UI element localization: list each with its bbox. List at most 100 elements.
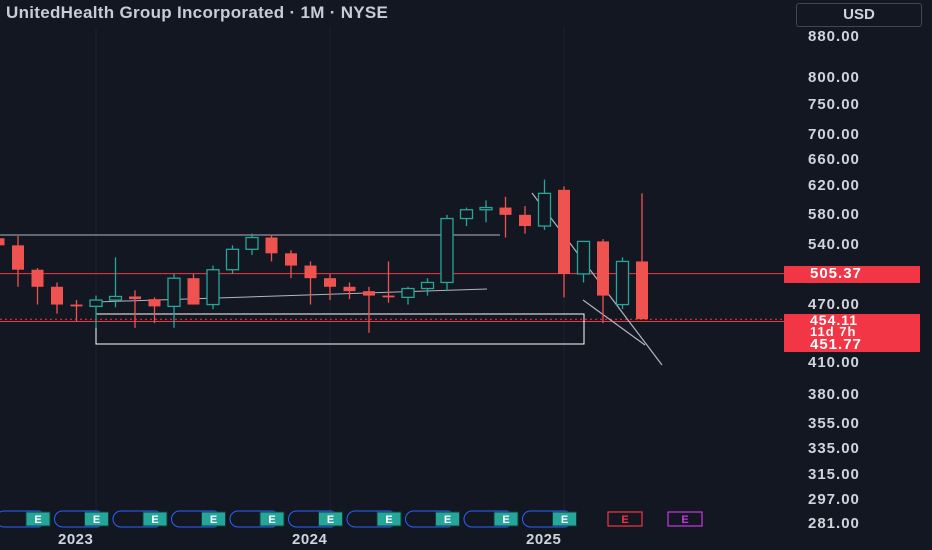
candle-body bbox=[615, 260, 630, 306]
y-tick-label: 580.00 bbox=[808, 205, 860, 223]
candle-body bbox=[265, 237, 278, 254]
candle-body bbox=[70, 304, 83, 307]
y-tick-label: 620.00 bbox=[808, 177, 860, 195]
y-tick-label: 355.00 bbox=[808, 415, 860, 433]
candle-body bbox=[537, 192, 552, 227]
earnings-badge bbox=[667, 511, 703, 527]
candle-body bbox=[12, 245, 24, 270]
earnings-badge-label: E bbox=[385, 514, 392, 526]
candle bbox=[12, 235, 24, 287]
candle-body bbox=[401, 287, 415, 299]
earnings-event-badge: E bbox=[171, 510, 226, 528]
earnings-event-badge: E bbox=[54, 510, 109, 528]
candle-body bbox=[636, 261, 648, 320]
candle bbox=[597, 239, 609, 324]
earnings-badge bbox=[201, 511, 226, 527]
candle bbox=[187, 273, 200, 305]
earnings-badge bbox=[142, 511, 168, 527]
candle bbox=[324, 273, 336, 301]
candle-body bbox=[129, 296, 141, 300]
earnings-badge-label: E bbox=[621, 514, 628, 526]
candle bbox=[615, 257, 630, 310]
current-price-value: 454.11 bbox=[810, 312, 859, 328]
candles bbox=[0, 179, 648, 333]
candle bbox=[148, 297, 161, 324]
earnings-badge-label: E bbox=[561, 514, 568, 526]
falling-wedge-lower bbox=[582, 299, 646, 346]
y-tick-label: 335.00 bbox=[808, 440, 860, 457]
y-tick-label: 750.00 bbox=[808, 96, 860, 114]
candle-body bbox=[108, 295, 123, 301]
candle bbox=[304, 261, 317, 305]
candle-body bbox=[576, 240, 591, 275]
candle bbox=[420, 278, 435, 296]
earnings-event-badge: E bbox=[112, 510, 168, 528]
upcoming-earnings-badge: E bbox=[607, 511, 643, 527]
candle-body bbox=[343, 286, 356, 292]
upcoming-earnings-badge: E bbox=[667, 511, 703, 527]
bar-countdown: 11d 7h bbox=[810, 324, 857, 339]
candle-body bbox=[558, 189, 570, 274]
candle bbox=[129, 290, 141, 328]
candle bbox=[479, 200, 493, 223]
candle bbox=[459, 207, 474, 227]
candle bbox=[265, 234, 278, 262]
x-tick-label: 2024 bbox=[292, 531, 328, 548]
earnings-badge bbox=[84, 511, 109, 527]
candle-body bbox=[167, 277, 181, 308]
candle bbox=[108, 257, 123, 308]
candle-body bbox=[324, 278, 336, 287]
x-tick-label: 2023 bbox=[58, 531, 94, 548]
candle bbox=[167, 273, 181, 328]
candle bbox=[576, 240, 591, 283]
candle-body bbox=[420, 281, 435, 290]
y-tick-label: 315.00 bbox=[808, 466, 860, 484]
candle-body bbox=[479, 206, 493, 211]
candle-body bbox=[440, 217, 454, 284]
y-tick-label: 800.00 bbox=[808, 68, 860, 86]
earnings-badge-label: E bbox=[210, 514, 217, 526]
candle-body bbox=[519, 214, 531, 227]
candle bbox=[206, 265, 220, 310]
earnings-badge-label: E bbox=[444, 514, 451, 526]
candle bbox=[440, 214, 454, 292]
candle bbox=[537, 179, 552, 230]
earnings-event-badge: E bbox=[0, 510, 51, 528]
earnings-event-badge: E bbox=[346, 510, 402, 528]
low-price-label: 451.77 bbox=[784, 337, 920, 353]
earnings-badge-label: E bbox=[93, 514, 100, 526]
candle bbox=[225, 245, 240, 274]
candle bbox=[343, 282, 356, 300]
currency-button[interactable]: USD bbox=[796, 3, 922, 27]
earnings-badge bbox=[376, 511, 402, 527]
earnings-badge bbox=[259, 511, 285, 527]
earnings-badge bbox=[318, 511, 343, 527]
candle-body bbox=[206, 269, 220, 306]
earnings-badge-label: E bbox=[268, 514, 275, 526]
earnings-badge-label: E bbox=[151, 514, 158, 526]
earnings-badge-label: E bbox=[502, 514, 509, 526]
candle-body bbox=[51, 286, 63, 305]
candle-body bbox=[499, 207, 512, 215]
last-close-price-label: 505.37 bbox=[784, 266, 920, 283]
candle bbox=[363, 286, 375, 333]
y-tick-label: 281.00 bbox=[808, 515, 860, 532]
candle-body bbox=[225, 248, 240, 271]
earnings-badge bbox=[435, 511, 460, 527]
candle bbox=[285, 250, 297, 279]
y-tick-label: 700.00 bbox=[808, 125, 860, 143]
earnings-event-badge: E bbox=[463, 510, 519, 528]
candle-body bbox=[363, 291, 375, 296]
symbol-title: UnitedHealth Group Incorporated · 1M · N… bbox=[6, 3, 389, 22]
earnings-event-badge: E bbox=[405, 510, 460, 528]
earnings-event-badge: E bbox=[229, 510, 285, 528]
candle bbox=[499, 196, 512, 238]
y-tick-label: 880.00 bbox=[808, 28, 860, 45]
candle bbox=[0, 238, 5, 246]
candle bbox=[51, 282, 63, 314]
candle-body bbox=[245, 236, 259, 250]
candle-body bbox=[148, 299, 161, 307]
earnings-badge bbox=[552, 511, 577, 527]
candle-body bbox=[187, 278, 200, 305]
